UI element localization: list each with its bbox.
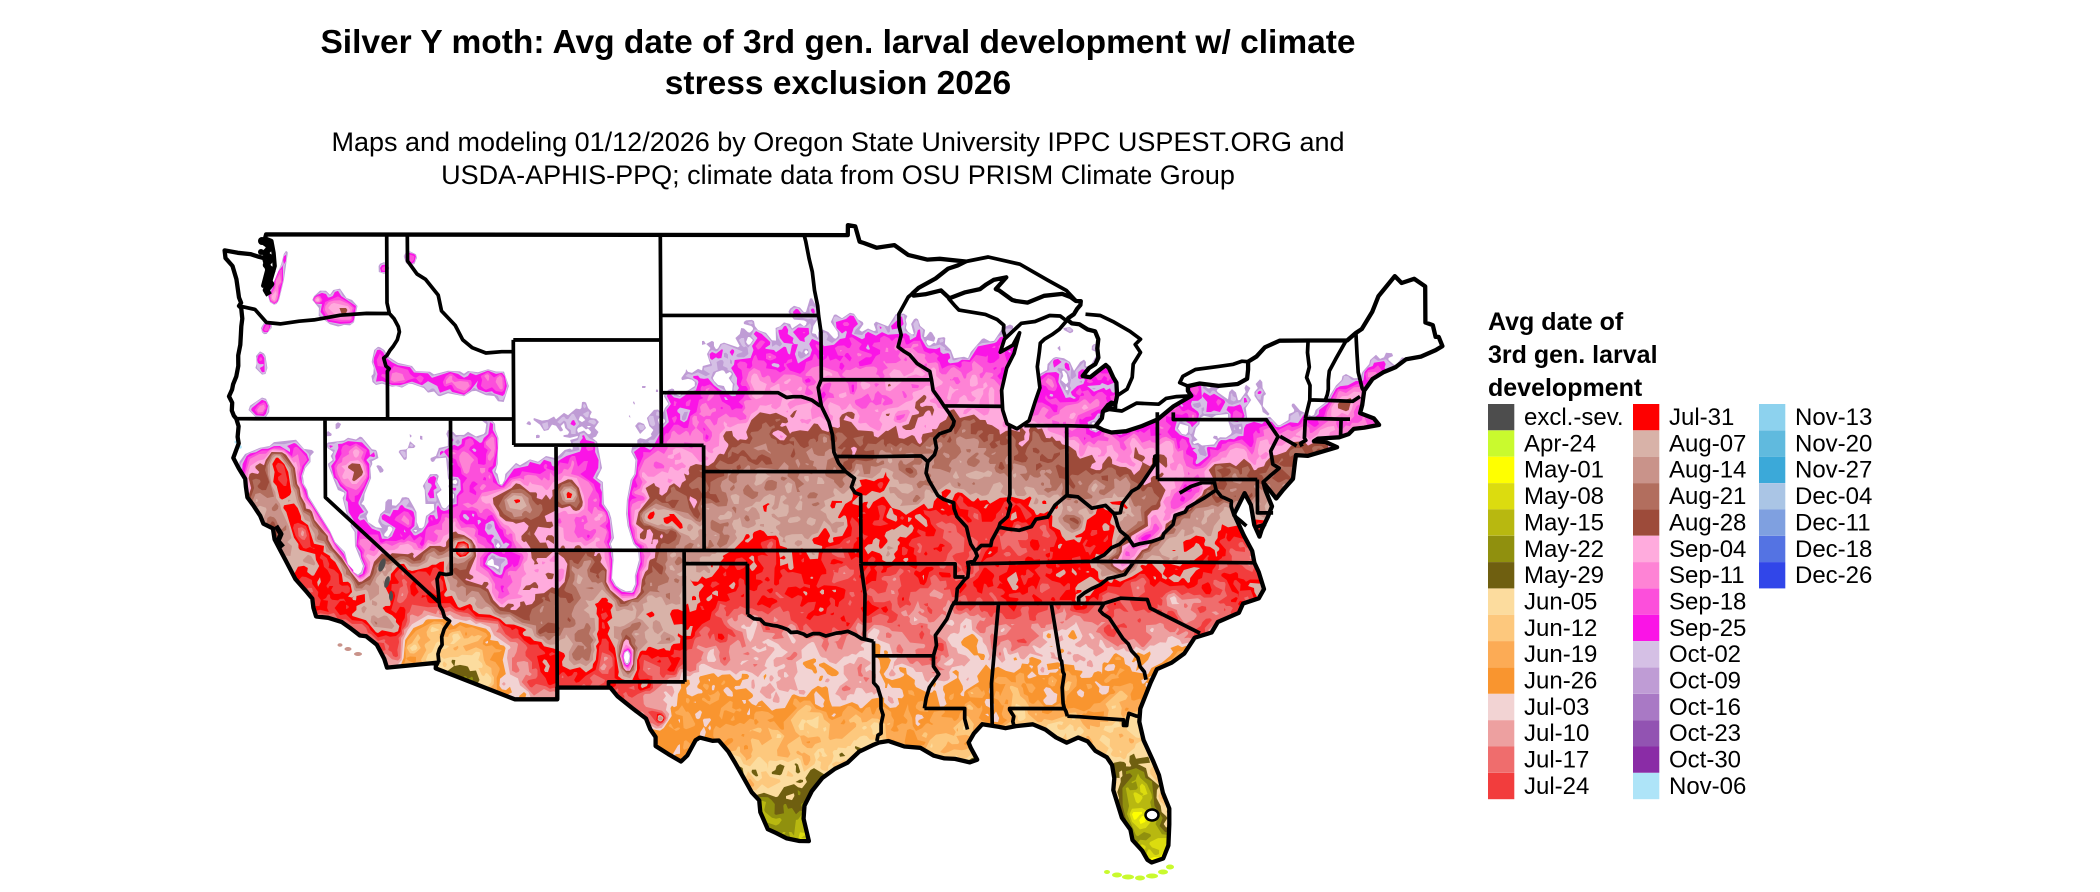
svg-text:Sep-11: Sep-11 [1669,562,1745,589]
svg-text:Sep-18: Sep-18 [1669,589,1746,616]
svg-text:May-29: May-29 [1524,562,1604,589]
svg-text:May-01: May-01 [1524,457,1604,484]
svg-text:Aug-21: Aug-21 [1669,483,1746,510]
svg-text:Jul-10: Jul-10 [1524,720,1589,747]
svg-text:May-22: May-22 [1524,536,1604,563]
svg-text:Dec-26: Dec-26 [1795,562,1872,589]
svg-text:Aug-14: Aug-14 [1669,457,1746,484]
svg-text:Dec-04: Dec-04 [1795,483,1872,510]
svg-text:development: development [1488,374,1643,402]
svg-text:Jul-24: Jul-24 [1524,773,1589,800]
svg-text:Dec-18: Dec-18 [1795,536,1872,563]
svg-text:3rd gen. larval: 3rd gen. larval [1488,341,1658,369]
svg-text:Nov-20: Nov-20 [1795,430,1872,457]
svg-text:Oct-23: Oct-23 [1669,720,1741,747]
svg-text:Aug-28: Aug-28 [1669,509,1746,536]
svg-text:Nov-13: Nov-13 [1795,404,1872,431]
svg-text:May-15: May-15 [1524,509,1604,536]
svg-text:excl.-sev.: excl.-sev. [1524,404,1624,431]
svg-text:Jun-05: Jun-05 [1524,589,1597,616]
svg-text:Jun-12: Jun-12 [1524,615,1597,642]
svg-text:Sep-25: Sep-25 [1669,615,1746,642]
svg-text:May-08: May-08 [1524,483,1604,510]
svg-text:Jul-31: Jul-31 [1669,404,1734,431]
svg-text:Oct-09: Oct-09 [1669,668,1741,695]
svg-text:Apr-24: Apr-24 [1524,430,1596,457]
svg-text:Aug-07: Aug-07 [1669,430,1746,457]
svg-text:Jun-19: Jun-19 [1524,641,1597,668]
svg-text:Oct-02: Oct-02 [1669,641,1741,668]
svg-text:Nov-27: Nov-27 [1795,457,1872,484]
svg-text:Avg date of: Avg date of [1488,308,1624,336]
svg-text:Nov-06: Nov-06 [1669,773,1746,800]
svg-text:Jun-26: Jun-26 [1524,668,1597,695]
svg-text:Jul-03: Jul-03 [1524,694,1589,721]
svg-text:Jul-17: Jul-17 [1524,747,1589,774]
svg-text:Oct-16: Oct-16 [1669,694,1741,721]
svg-text:Sep-04: Sep-04 [1669,536,1746,563]
svg-text:Dec-11: Dec-11 [1795,509,1871,536]
svg-text:Oct-30: Oct-30 [1669,747,1741,774]
